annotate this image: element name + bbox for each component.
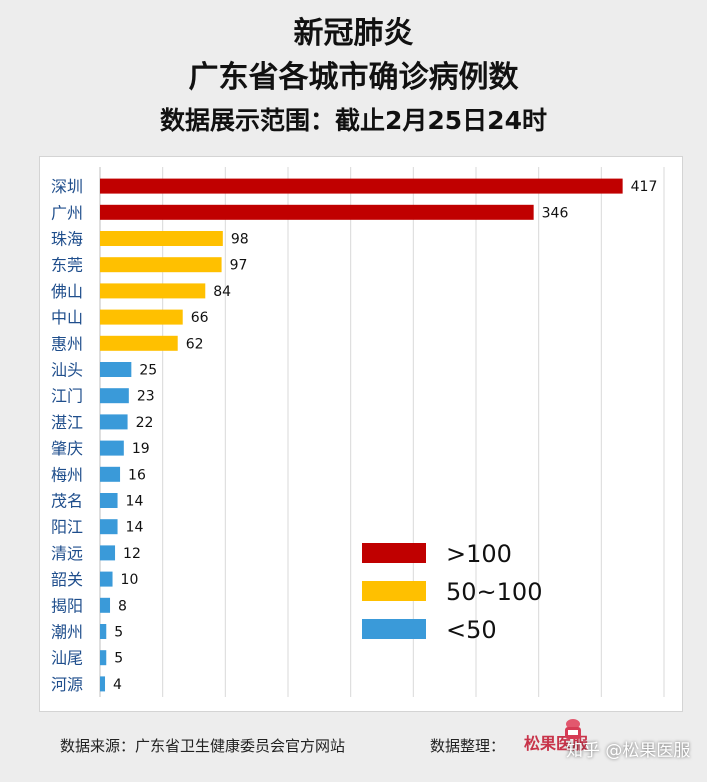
data-label: 12 <box>123 546 141 562</box>
bar <box>100 571 113 587</box>
bar <box>100 362 132 377</box>
bar <box>100 519 118 535</box>
legend-label: 50~100 <box>446 578 542 606</box>
category-label: 揭阳 <box>51 596 83 615</box>
data-label: 62 <box>186 336 204 352</box>
data-label: 4 <box>113 677 122 693</box>
data-label: 97 <box>230 258 248 274</box>
data-label: 14 <box>126 520 144 536</box>
bar <box>100 204 534 220</box>
data-label: 417 <box>631 179 658 195</box>
data-label: 16 <box>128 467 146 483</box>
legend-swatch <box>362 581 426 601</box>
data-label: 5 <box>114 625 123 641</box>
category-label: 汕头 <box>51 361 83 380</box>
category-label: 汕尾 <box>51 649 83 668</box>
bar <box>100 231 223 246</box>
legend-label: >100 <box>446 540 512 568</box>
category-label: 潮州 <box>51 623 83 642</box>
bar <box>100 257 222 273</box>
category-label: 广州 <box>51 203 83 222</box>
data-label: 25 <box>139 363 157 379</box>
legend-swatch <box>362 543 426 563</box>
title-block: 新冠肺炎 广东省各城市确诊病例数 数据展示范围：截止2月25日24时 <box>0 14 707 138</box>
legend-swatch <box>362 619 426 639</box>
bar <box>100 440 124 456</box>
footer-organizer: 数据整理： <box>430 737 506 755</box>
pinecone-logo-icon <box>565 719 581 739</box>
bar <box>100 597 111 613</box>
category-label: 惠州 <box>51 334 83 353</box>
bar <box>100 414 128 430</box>
bar <box>100 388 129 404</box>
category-label: 东莞 <box>51 256 83 275</box>
bar <box>100 493 118 508</box>
data-label: 10 <box>121 572 139 588</box>
category-label: 茂名 <box>51 492 83 511</box>
category-label: 梅州 <box>51 465 83 484</box>
data-label: 98 <box>231 232 249 248</box>
data-label: 84 <box>213 284 231 300</box>
bar <box>100 676 106 692</box>
data-label: 5 <box>114 651 123 667</box>
bar <box>100 545 116 561</box>
category-label: 清远 <box>51 544 83 563</box>
category-label: 中山 <box>51 308 83 327</box>
category-label: 河源 <box>51 675 83 694</box>
bar <box>100 309 183 325</box>
data-label: 23 <box>137 389 155 405</box>
category-label: 佛山 <box>51 282 83 301</box>
footer-source: 数据来源：广东省卫生健康委员会官方网站 <box>60 737 346 755</box>
chart-title-line2: 广东省各城市确诊病例数 <box>188 60 519 95</box>
watermark: 知乎 @松果医服 <box>566 741 691 761</box>
data-label: 66 <box>191 310 209 326</box>
data-label: 22 <box>136 415 154 431</box>
category-label: 湛江 <box>51 413 83 432</box>
category-label: 韶关 <box>51 570 83 589</box>
category-label: 江门 <box>51 387 83 406</box>
chart-title: 新冠肺炎 <box>293 16 414 51</box>
bar <box>100 624 107 639</box>
data-label: 346 <box>542 205 569 221</box>
gridlines <box>99 167 665 697</box>
category-label: 珠海 <box>51 230 83 249</box>
bar <box>100 178 623 194</box>
bar <box>100 335 178 351</box>
chart-area: 深圳 417 广州 346 珠海 98 东莞 97 佛山 84 中山 66 惠州 62 汕头 25 江门 23 湛江… <box>39 156 683 712</box>
data-label: 8 <box>118 598 127 614</box>
bar <box>100 650 107 666</box>
category-label: 阳江 <box>51 518 83 537</box>
bar <box>100 466 121 482</box>
category-label: 肇庆 <box>51 439 83 458</box>
category-label: 深圳 <box>51 177 83 196</box>
data-label: 14 <box>126 494 144 510</box>
bar <box>100 283 206 299</box>
chart-subtitle: 数据展示范围：截止2月25日24时 <box>160 106 547 135</box>
data-label: 19 <box>132 441 150 457</box>
legend: >100 50~100 <50 <box>362 540 542 644</box>
legend-label: <50 <box>446 616 497 644</box>
